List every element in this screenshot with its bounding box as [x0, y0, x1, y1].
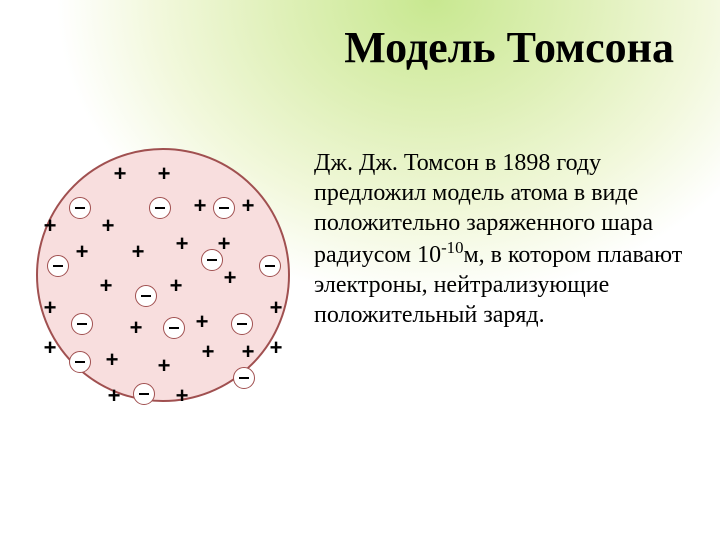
- electron: [233, 367, 255, 389]
- plus-charge: +: [202, 341, 215, 363]
- plus-charge: +: [132, 241, 145, 263]
- plus-charge: +: [130, 317, 143, 339]
- plus-charge: +: [270, 297, 283, 319]
- plus-charge: +: [242, 195, 255, 217]
- description-text: Дж. Дж. Томсон в 1898 году предложил мод…: [314, 148, 694, 330]
- plus-charge: +: [242, 341, 255, 363]
- plus-charge: +: [196, 311, 209, 333]
- electron: [201, 249, 223, 271]
- plus-charge: +: [270, 337, 283, 359]
- atom-diagram: +++++++++++++++++++++++++: [36, 148, 290, 402]
- electron: [71, 313, 93, 335]
- plus-charge: +: [100, 275, 113, 297]
- plus-charge: +: [114, 163, 127, 185]
- page-title: Модель Томсона: [344, 22, 674, 73]
- electron: [135, 285, 157, 307]
- electron: [133, 383, 155, 405]
- electron: [259, 255, 281, 277]
- plus-charge: +: [102, 215, 115, 237]
- plus-charge: +: [76, 241, 89, 263]
- plus-charge: +: [44, 337, 57, 359]
- plus-charge: +: [176, 233, 189, 255]
- plus-charge: +: [108, 385, 121, 407]
- electron: [231, 313, 253, 335]
- electron: [213, 197, 235, 219]
- electron: [47, 255, 69, 277]
- plus-charge: +: [44, 297, 57, 319]
- plus-charge: +: [106, 349, 119, 371]
- plus-charge: +: [158, 163, 171, 185]
- plus-charge: +: [44, 215, 57, 237]
- plus-charge: +: [176, 385, 189, 407]
- electron: [69, 197, 91, 219]
- electron: [69, 351, 91, 373]
- electron: [163, 317, 185, 339]
- plus-charge: +: [194, 195, 207, 217]
- desc-sup: -10: [441, 238, 463, 257]
- plus-charge: +: [224, 267, 237, 289]
- plus-charge: +: [158, 355, 171, 377]
- plus-charge: +: [170, 275, 183, 297]
- electron: [149, 197, 171, 219]
